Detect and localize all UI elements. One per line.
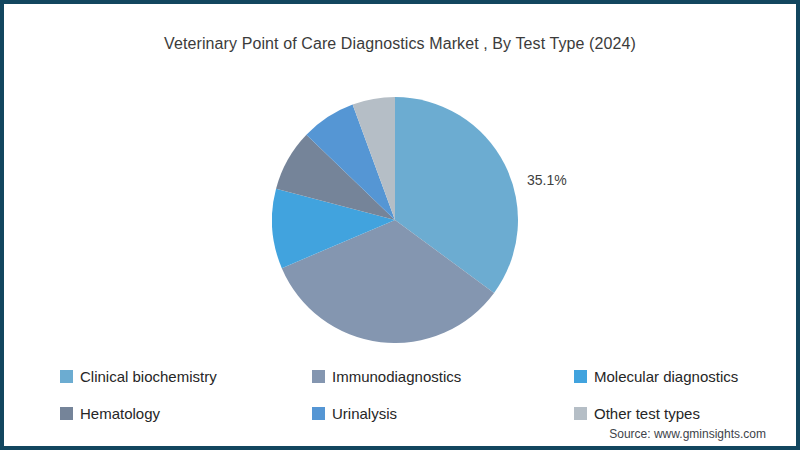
legend-item-molecular-diagnostics[interactable]: Molecular diagnostics: [574, 367, 738, 385]
legend-item-clinical-biochemistry[interactable]: Clinical biochemistry: [60, 367, 312, 385]
legend-swatch-icon: [574, 407, 587, 420]
legend-swatch-icon: [574, 370, 587, 383]
legend-label: Immunodiagnostics: [332, 368, 461, 385]
legend-label: Other test types: [594, 405, 700, 422]
legend-item-hematology[interactable]: Hematology: [60, 404, 312, 422]
legend-swatch-icon: [312, 407, 325, 420]
legend-label: Clinical biochemistry: [80, 368, 217, 385]
chart-title: Veterinary Point of Care Diagnostics Mar…: [4, 35, 796, 53]
legend-label: Urinalysis: [332, 405, 397, 422]
pie-chart: [272, 97, 518, 343]
chart-window: Veterinary Point of Care Diagnostics Mar…: [0, 0, 800, 450]
source-credit: Source: www.gminsights.com: [609, 427, 766, 441]
legend-item-urinalysis[interactable]: Urinalysis: [312, 404, 574, 422]
legend-label: Molecular diagnostics: [594, 368, 738, 385]
legend-label: Hematology: [80, 405, 160, 422]
legend-swatch-icon: [60, 407, 73, 420]
legend-item-other-test-types[interactable]: Other test types: [574, 404, 738, 422]
legend-item-immunodiagnostics[interactable]: Immunodiagnostics: [312, 367, 574, 385]
legend-swatch-icon: [60, 370, 73, 383]
legend-swatch-icon: [312, 370, 325, 383]
legend: Clinical biochemistry Immunodiagnostics Mo…: [60, 367, 738, 422]
slice-value-label: 35.1%: [527, 172, 567, 188]
